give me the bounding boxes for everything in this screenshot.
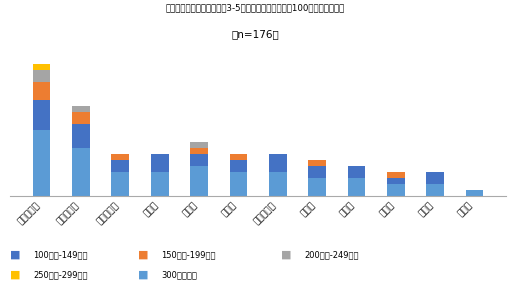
Bar <box>111 160 129 172</box>
Text: 300時間以上: 300時間以上 <box>161 270 197 280</box>
Bar <box>190 154 208 166</box>
Text: ■: ■ <box>10 250 21 260</box>
Bar <box>190 166 208 196</box>
Text: 250時間-299時間: 250時間-299時間 <box>33 270 88 280</box>
Bar <box>347 178 365 196</box>
Bar <box>466 190 483 196</box>
Bar <box>308 178 326 196</box>
Bar <box>387 184 405 196</box>
Text: 150時間-199時間: 150時間-199時間 <box>161 250 216 259</box>
Bar <box>72 106 90 112</box>
Bar <box>33 82 51 100</box>
Bar <box>308 166 326 178</box>
Text: （n=176）: （n=176） <box>231 29 280 39</box>
Bar <box>347 166 365 178</box>
Bar <box>151 172 169 196</box>
Bar <box>190 148 208 154</box>
Bar <box>33 64 51 70</box>
Bar <box>151 154 169 172</box>
Text: ■: ■ <box>138 250 149 260</box>
Bar <box>269 172 287 196</box>
Text: ■: ■ <box>281 250 292 260</box>
Bar <box>426 184 444 196</box>
Bar <box>269 154 287 172</box>
Bar <box>229 172 247 196</box>
Bar <box>111 154 129 160</box>
Bar <box>72 148 90 196</box>
Bar <box>387 172 405 178</box>
Text: ■: ■ <box>10 270 21 280</box>
Bar <box>72 124 90 148</box>
Text: ■: ■ <box>138 270 149 280</box>
Bar <box>33 130 51 196</box>
Text: 100時間-149時間: 100時間-149時間 <box>33 250 88 259</box>
Bar <box>33 70 51 82</box>
Bar <box>111 172 129 196</box>
Bar <box>229 154 247 160</box>
Bar <box>33 100 51 130</box>
Bar <box>229 160 247 172</box>
Text: 府省別の単月の残業時間（3-5月の最繁忌月かつ残業100時間超過者に限: 府省別の単月の残業時間（3-5月の最繁忌月かつ残業100時間超過者に限 <box>166 3 345 12</box>
Bar <box>387 178 405 184</box>
Bar <box>72 112 90 124</box>
Bar <box>190 142 208 148</box>
Text: 200時間-249時間: 200時間-249時間 <box>304 250 359 259</box>
Bar <box>426 172 444 184</box>
Bar <box>308 160 326 166</box>
